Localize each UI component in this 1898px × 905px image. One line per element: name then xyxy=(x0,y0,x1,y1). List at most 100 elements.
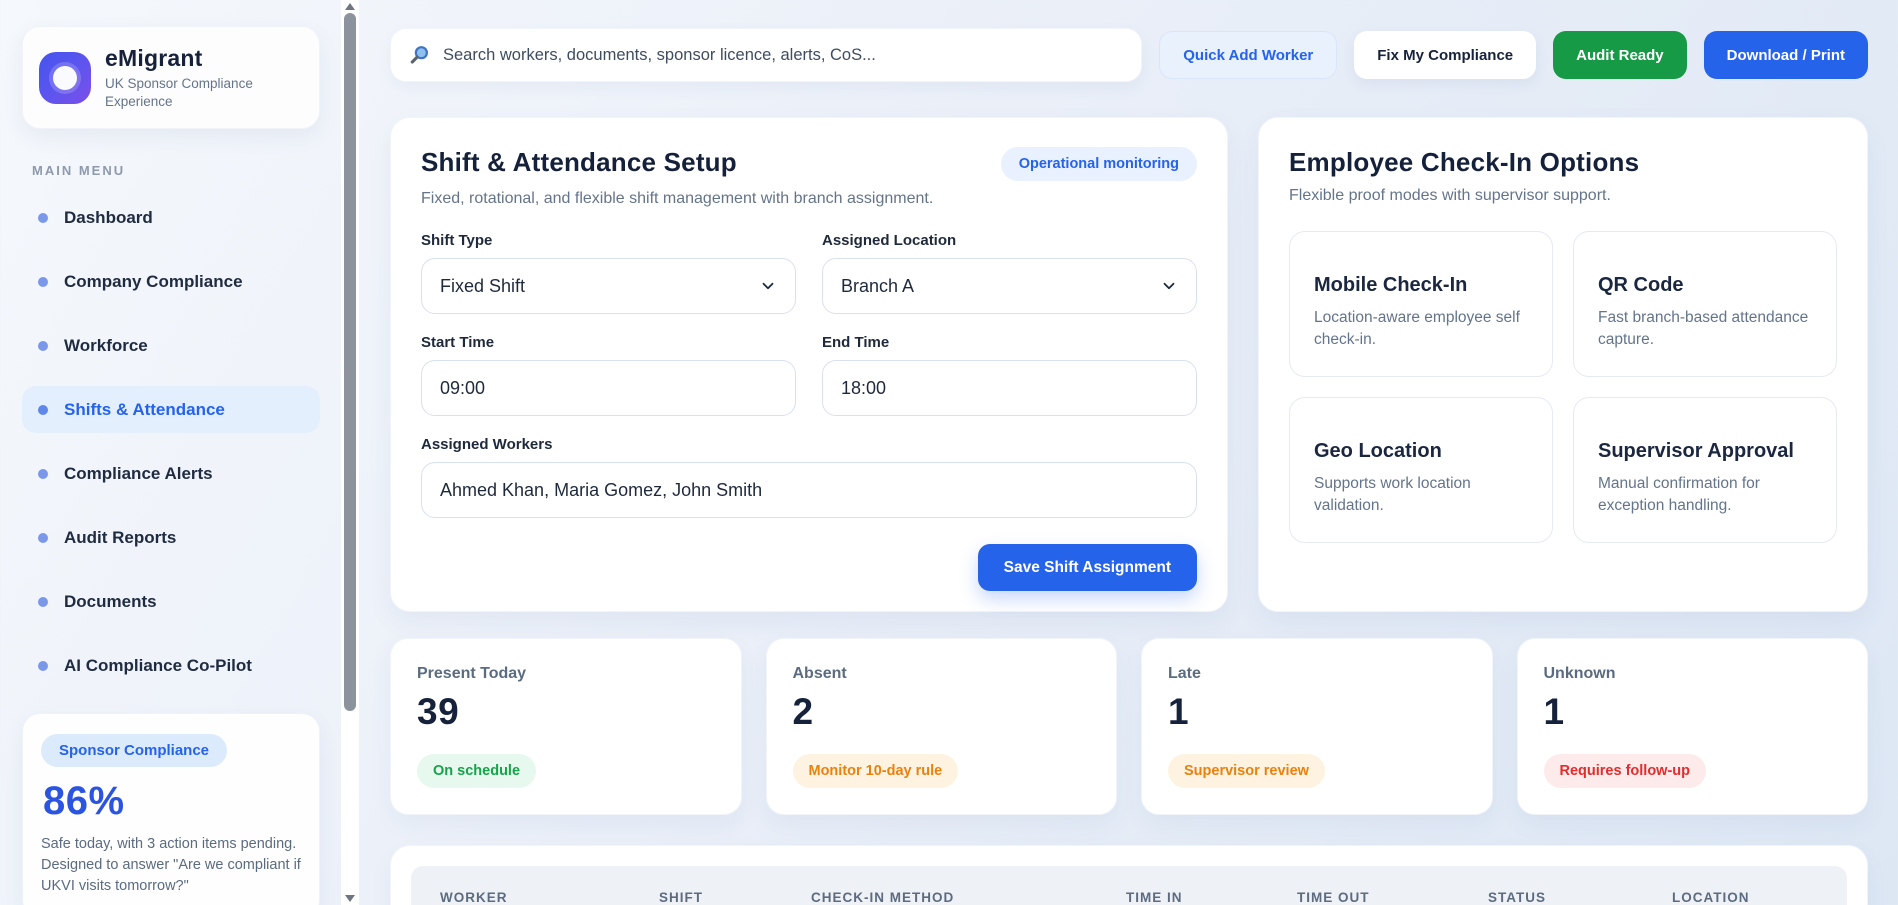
audit-ready-button[interactable]: Audit Ready xyxy=(1553,31,1687,79)
tile-title: Geo Location xyxy=(1314,440,1442,462)
attendance-stats-row: Present Today 39 On schedule Absent 2 Mo… xyxy=(390,638,1868,815)
sidebar-item-dashboard[interactable]: Dashboard xyxy=(22,194,320,241)
operational-monitoring-badge: Operational monitoring xyxy=(1000,147,1197,181)
shift-type-label: Shift Type xyxy=(421,232,493,249)
stat-card-unknown: Unknown 1 Requires follow-up xyxy=(1516,638,1868,815)
tile-description: Manual confirmation for exception handli… xyxy=(1598,475,1760,514)
stat-value: 2 xyxy=(792,691,814,732)
tile-description: Fast branch-based attendance capture. xyxy=(1598,309,1809,348)
main-content: Quick Add Worker Fix My Compliance Audit… xyxy=(359,0,1898,905)
sidebar-item-label: Documents xyxy=(64,591,157,611)
app-logo-card[interactable]: eMigrant UK Sponsor Compliance Experienc… xyxy=(22,26,320,130)
shift-setup-subtitle: Fixed, rotational, and flexible shift ma… xyxy=(421,190,934,207)
app-tagline: UK Sponsor Compliance Experience xyxy=(105,76,253,109)
dot-icon xyxy=(38,404,48,415)
shift-setup-card: Shift & Attendance Setup Operational mon… xyxy=(390,117,1228,612)
attendance-table-header: WORKER SHIFT CHECK-IN METHOD TIME IN TIM… xyxy=(411,866,1847,905)
sponsor-compliance-badge: Sponsor Compliance xyxy=(41,734,228,768)
start-time-label: Start Time xyxy=(421,334,495,351)
column-header-shift: SHIFT xyxy=(659,889,703,905)
dot-icon xyxy=(38,468,48,479)
sidebar: eMigrant UK Sponsor Compliance Experienc… xyxy=(0,0,340,905)
assigned-location-value: Branch A xyxy=(841,275,915,296)
sponsor-compliance-description: Safe today, with 3 action items pending.… xyxy=(41,836,301,895)
shift-setup-title: Shift & Attendance Setup xyxy=(421,147,737,177)
sidebar-item-company-compliance[interactable]: Company Compliance xyxy=(22,258,320,305)
main-menu-label: MAIN MENU xyxy=(32,163,126,179)
tile-title: QR Code xyxy=(1598,274,1684,296)
checkin-options-title: Employee Check-In Options xyxy=(1289,147,1640,177)
checkin-options-subtitle: Flexible proof modes with supervisor sup… xyxy=(1289,187,1611,204)
sidebar-item-label: Dashboard xyxy=(64,207,153,227)
tile-title: Mobile Check-In xyxy=(1314,274,1468,296)
sidebar-item-audit-reports[interactable]: Audit Reports xyxy=(22,514,320,561)
shift-setup-form: Shift Type Fixed Shift Assigned Location… xyxy=(421,232,1197,518)
column-header-checkin-method: CHECK-IN METHOD xyxy=(811,889,955,905)
checkin-tile-supervisor-approval[interactable]: Supervisor Approval Manual confirmation … xyxy=(1573,397,1837,543)
sidebar-nav: Dashboard Company Compliance Workforce S… xyxy=(22,194,320,689)
tile-description: Location-aware employee self check-in. xyxy=(1314,309,1520,348)
assigned-workers-input[interactable] xyxy=(440,479,1178,501)
dot-icon xyxy=(38,532,48,543)
shift-type-select[interactable]: Fixed Shift xyxy=(421,258,796,314)
sponsor-compliance-percent: 86% xyxy=(43,779,125,824)
stat-value: 1 xyxy=(1168,691,1190,732)
fix-my-compliance-button[interactable]: Fix My Compliance xyxy=(1354,31,1537,79)
scrollbar-thumb[interactable] xyxy=(344,13,356,711)
column-header-worker: WORKER xyxy=(440,889,508,905)
scroll-up-arrow-icon[interactable] xyxy=(345,3,355,10)
assigned-workers-field-wrap xyxy=(421,462,1197,518)
assigned-location-select[interactable]: Branch A xyxy=(822,258,1197,314)
shift-type-value: Fixed Shift xyxy=(440,275,526,296)
checkin-tile-mobile[interactable]: Mobile Check-In Location-aware employee … xyxy=(1289,231,1553,377)
tile-title: Supervisor Approval xyxy=(1598,440,1794,462)
search-input[interactable] xyxy=(443,45,1124,65)
quick-add-worker-button[interactable]: Quick Add Worker xyxy=(1159,31,1338,79)
end-time-field-wrap xyxy=(822,360,1197,416)
global-search[interactable] xyxy=(390,28,1143,82)
app-logo-icon xyxy=(39,51,91,104)
sidebar-item-ai-copilot[interactable]: AI Compliance Co-Pilot xyxy=(22,642,320,689)
end-time-input[interactable] xyxy=(841,377,1178,399)
stat-label: Unknown xyxy=(1543,665,1616,682)
sidebar-item-documents[interactable]: Documents xyxy=(22,578,320,625)
vertical-scrollbar[interactable] xyxy=(341,0,359,905)
end-time-label: End Time xyxy=(822,334,890,351)
checkin-tile-qr-code[interactable]: QR Code Fast branch-based attendance cap… xyxy=(1573,231,1837,377)
start-time-input[interactable] xyxy=(440,377,777,399)
sidebar-item-label: Audit Reports xyxy=(64,527,177,547)
stat-card-absent: Absent 2 Monitor 10-day rule xyxy=(765,638,1117,815)
dot-icon xyxy=(38,660,48,671)
app-name: eMigrant xyxy=(105,45,203,71)
sidebar-item-label: Compliance Alerts xyxy=(64,463,213,483)
sidebar-item-label: Workforce xyxy=(64,335,148,355)
start-time-field-wrap xyxy=(421,360,796,416)
stat-label: Present Today xyxy=(417,665,527,682)
status-badge: Supervisor review xyxy=(1168,754,1325,788)
sidebar-item-label: Company Compliance xyxy=(64,271,243,291)
dot-icon xyxy=(38,596,48,607)
sidebar-item-label: AI Compliance Co-Pilot xyxy=(64,655,252,675)
checkin-options-card: Employee Check-In Options Flexible proof… xyxy=(1258,117,1868,612)
checkin-tile-geo-location[interactable]: Geo Location Supports work location vali… xyxy=(1289,397,1553,543)
stat-value: 1 xyxy=(1543,691,1565,732)
download-print-button[interactable]: Download / Print xyxy=(1703,31,1868,79)
stat-label: Absent xyxy=(792,665,847,682)
stat-card-present-today: Present Today 39 On schedule xyxy=(390,638,742,815)
status-badge: On schedule xyxy=(417,754,537,788)
save-shift-assignment-button[interactable]: Save Shift Assignment xyxy=(977,544,1197,591)
column-header-location: LOCATION xyxy=(1672,889,1750,905)
status-badge: Requires follow-up xyxy=(1543,754,1706,788)
assigned-location-label: Assigned Location xyxy=(822,232,957,249)
sidebar-item-compliance-alerts[interactable]: Compliance Alerts xyxy=(22,450,320,497)
scroll-down-arrow-icon[interactable] xyxy=(345,895,355,902)
dot-icon xyxy=(38,276,48,287)
status-badge: Monitor 10-day rule xyxy=(792,754,959,788)
chevron-down-icon xyxy=(1163,282,1175,290)
sidebar-item-workforce[interactable]: Workforce xyxy=(22,322,320,369)
column-header-time-out: TIME OUT xyxy=(1297,889,1370,905)
sidebar-item-shifts-attendance[interactable]: Shifts & Attendance xyxy=(22,386,320,434)
tile-description: Supports work location validation. xyxy=(1314,475,1471,514)
dot-icon xyxy=(38,340,48,351)
stat-value: 39 xyxy=(417,691,460,732)
